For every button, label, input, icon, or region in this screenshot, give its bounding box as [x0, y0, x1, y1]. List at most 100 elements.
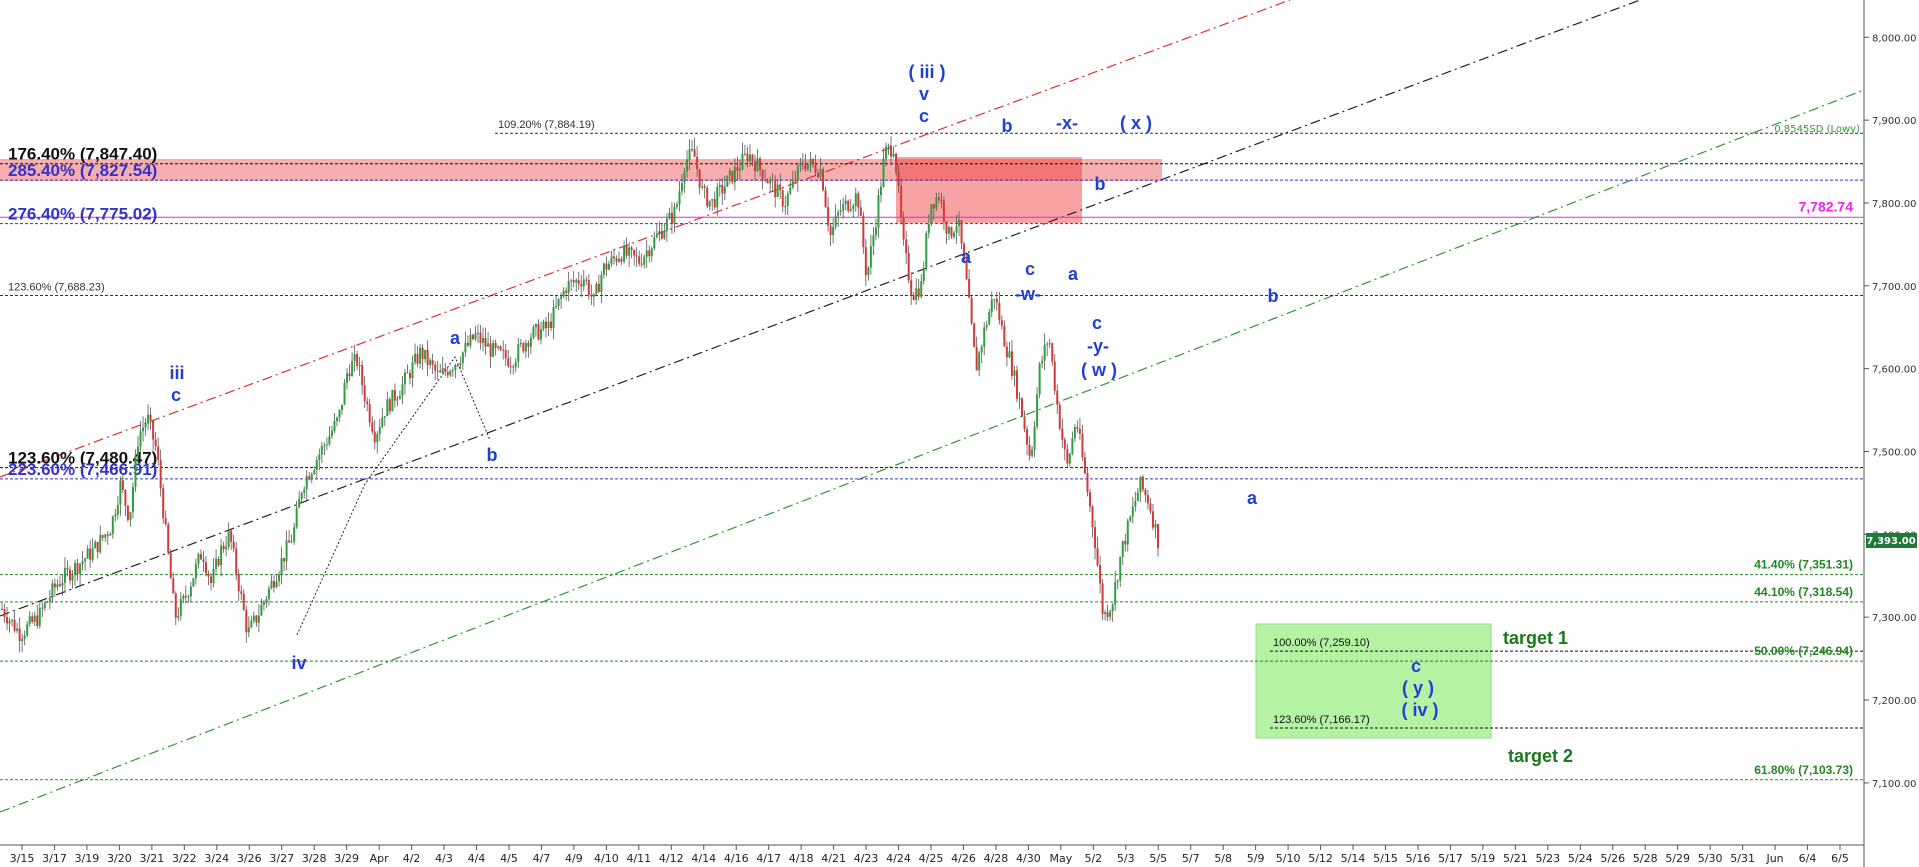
candle-body [1101, 583, 1104, 615]
candle-body [577, 280, 580, 284]
candle-body [1083, 457, 1086, 474]
candle-body [240, 591, 243, 594]
candle-body [995, 299, 998, 303]
candle-body [736, 166, 739, 171]
x-tick-label: 5/5 [1149, 852, 1167, 865]
candle-body [602, 263, 605, 275]
candle-body [867, 267, 870, 276]
candle-body [499, 346, 502, 350]
candle-body [134, 455, 137, 487]
candle-body [1, 608, 3, 610]
candle-body [842, 204, 845, 211]
x-tick-label: 3/24 [204, 852, 229, 865]
candle-body [84, 558, 87, 562]
last-price-label: 7,393.00 [1866, 536, 1915, 547]
candle-body [779, 184, 782, 191]
candle-body [16, 628, 19, 631]
candle-body [137, 446, 139, 456]
channel-line-red [0, 0, 1291, 478]
candle-body [1091, 506, 1094, 528]
candle-body [46, 601, 49, 603]
candle-body [126, 505, 129, 520]
candle-body [11, 619, 14, 621]
candle-body [1154, 524, 1157, 528]
candle-body [852, 205, 855, 210]
candle-body [1036, 394, 1039, 427]
x-tick-label: 5/23 [1535, 852, 1560, 865]
candle-body [36, 615, 39, 626]
candle-body [378, 427, 381, 434]
candle-body [305, 476, 308, 490]
candle-body [199, 554, 202, 560]
candle-body [320, 446, 323, 455]
candle-body [260, 604, 263, 616]
candle-body [1094, 527, 1097, 549]
candle-body [192, 578, 195, 587]
candle-body [877, 195, 880, 228]
candle-body [482, 337, 485, 343]
candle-body [197, 554, 200, 564]
candle-body [728, 170, 731, 176]
candle-body [1106, 612, 1109, 617]
candle-body [585, 279, 588, 281]
candle-body [250, 620, 253, 628]
candle-body [696, 156, 699, 170]
candle-body [300, 492, 303, 499]
candle-body [401, 384, 404, 397]
candle-body [862, 215, 865, 248]
candle-body [1146, 495, 1149, 504]
candle-body [628, 247, 631, 256]
candle-body [766, 180, 769, 184]
candle-body [912, 295, 915, 300]
candle-body [338, 409, 341, 418]
candle-body [890, 145, 893, 157]
candle-body [723, 186, 726, 194]
candle-body [202, 559, 205, 563]
candle-body [980, 346, 983, 353]
wave-label-iv-low: iv [291, 653, 306, 673]
y-tick-label: 8,000.00 [1872, 33, 1917, 44]
candle-body [454, 364, 457, 371]
candle-body [993, 299, 996, 301]
candle-body [1046, 343, 1049, 345]
x-tick-label: 3/21 [140, 852, 165, 865]
candle-body [638, 256, 641, 264]
y-tick-label: 7,300.00 [1872, 613, 1917, 624]
candle-body [958, 220, 961, 226]
candle-body [555, 305, 558, 308]
candle-body [769, 179, 772, 184]
candle-body [104, 534, 107, 538]
candle-body [441, 368, 444, 373]
candle-body [477, 332, 479, 334]
candle-body [288, 540, 291, 543]
candle-body [681, 182, 683, 192]
x-tick-label: 5/7 [1182, 852, 1200, 865]
candle-body [419, 347, 422, 364]
candle-body [897, 172, 900, 186]
candle-body [298, 498, 301, 508]
wave-label-b-mid: b [1095, 174, 1106, 194]
candle-body [761, 169, 764, 180]
candle-body [434, 364, 437, 371]
level-label: 50.00% (7,246.94) [1754, 644, 1853, 658]
candle-body [746, 153, 749, 161]
candle-body [809, 158, 812, 165]
candle-body [1018, 398, 1021, 400]
candle-body [1068, 453, 1071, 464]
candle-body [630, 247, 633, 250]
x-tick-label: 4/12 [659, 852, 684, 865]
candle-body [1134, 501, 1137, 507]
candle-body [660, 231, 663, 239]
candle-body [459, 363, 462, 366]
candle-body [313, 469, 316, 475]
candle-body [927, 224, 930, 234]
candle-body [265, 598, 268, 602]
candle-body [76, 562, 79, 574]
candle-body [129, 512, 132, 520]
candle-body [356, 354, 359, 366]
x-tick-label: 4/24 [886, 852, 911, 865]
level-label: 176.40% (7,847.40) [8, 145, 157, 164]
candle-body [517, 344, 520, 362]
candle-body [492, 342, 495, 357]
x-tick-label: 3/19 [75, 852, 100, 865]
